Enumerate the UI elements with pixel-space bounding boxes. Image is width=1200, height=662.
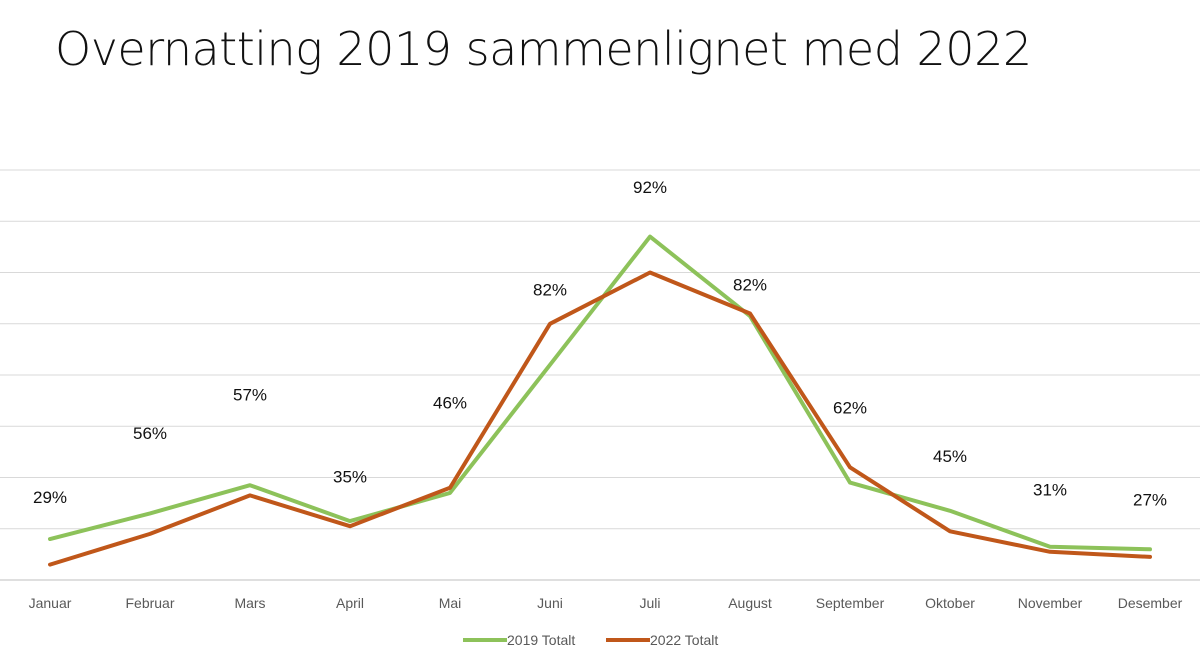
x-tick-label: Mars [234, 595, 265, 611]
series-line-2022 [48, 270, 1152, 567]
x-tick-label: April [336, 595, 364, 611]
series-line-2019 [48, 234, 1152, 552]
legend-label: 2022 Totalt [650, 632, 718, 648]
x-tick-label: Juli [639, 595, 660, 611]
data-label: 82% [533, 281, 567, 300]
data-label: 92% [633, 178, 667, 197]
x-tick-label: Februar [125, 595, 174, 611]
data-label: 45% [933, 447, 967, 466]
data-label: 46% [433, 393, 467, 412]
slide-title: Overnatting 2019 sammenlignet med 2022 [55, 22, 1032, 76]
data-label: 35% [333, 468, 367, 487]
data-label: 31% [1033, 480, 1067, 499]
x-tick-label: Desember [1118, 595, 1183, 611]
series-lines [48, 234, 1152, 567]
data-label: 57% [233, 386, 267, 405]
x-tick-label: August [728, 595, 772, 611]
x-axis-tick-labels: Januar Februar Mars April Mai Juni Juli August S… [29, 595, 1183, 611]
x-tick-label: Mai [439, 595, 462, 611]
data-label: 56% [133, 424, 167, 443]
data-labels: 29% 56% 57% 35% 46% 82% 92% 82% 62% 45% 31% 27% [33, 178, 1167, 510]
data-label: 82% [733, 275, 767, 294]
x-tick-label: Oktober [925, 595, 975, 611]
data-label: 27% [1133, 491, 1167, 510]
x-tick-label: Januar [29, 595, 72, 611]
legend: 2019 Totalt 2022 Totalt [463, 632, 718, 648]
x-tick-label: Juni [537, 595, 563, 611]
data-label: 62% [833, 398, 867, 417]
legend-label: 2019 Totalt [507, 632, 575, 648]
data-label: 29% [33, 488, 67, 507]
gridlines [0, 169, 1200, 581]
x-tick-label: November [1018, 595, 1083, 611]
x-tick-label: September [816, 595, 885, 611]
